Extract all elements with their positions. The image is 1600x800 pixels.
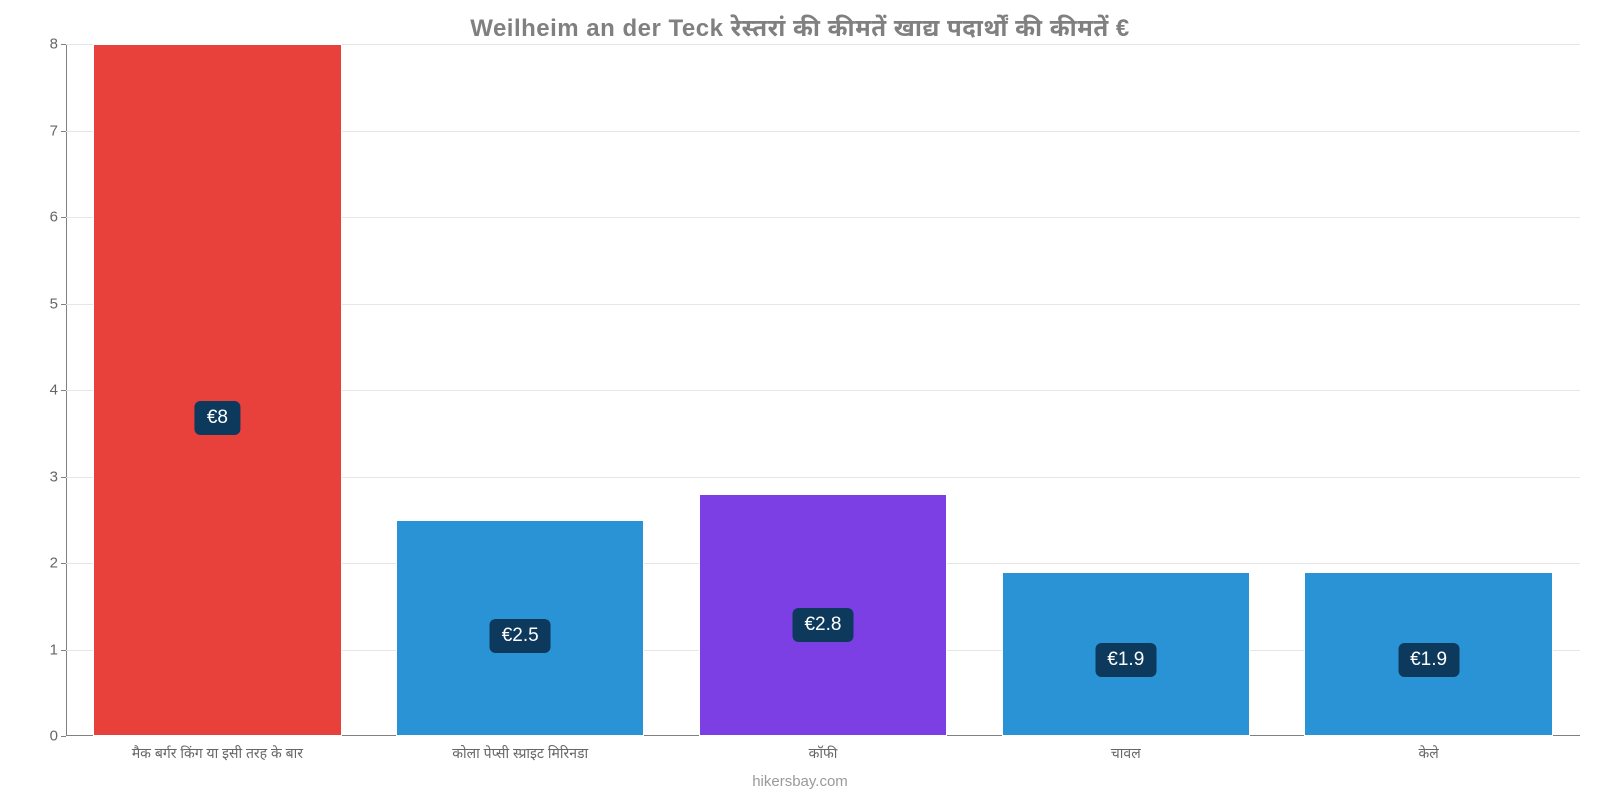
bar-slot: €2.5 (369, 44, 672, 736)
bar-value-label: €2.5 (490, 619, 551, 653)
y-tick-label: 6 (20, 209, 58, 226)
bar-value-label: €2.8 (792, 608, 853, 642)
bar: €1.9 (1002, 572, 1250, 736)
y-tick-label: 4 (20, 382, 58, 399)
y-tick-label: 2 (20, 555, 58, 572)
bar-value-label: €1.9 (1095, 643, 1156, 677)
x-axis-labels: मैक बर्गर किंग या इसी तरह के बारकोला पेप… (66, 745, 1580, 764)
bar-value-label: €8 (195, 401, 240, 435)
chart-title: Weilheim an der Teck रेस्तरां की कीमतें … (0, 0, 1600, 46)
y-tick-label: 8 (20, 36, 58, 53)
bars-container: €8 €2.5 €2.8 €1.9 €1.9 (66, 44, 1580, 736)
y-tick-label: 7 (20, 122, 58, 139)
plot-area: 012345678 €8€2.5€2.8€1.9€1.9 (60, 44, 1580, 736)
y-tick (61, 736, 66, 737)
x-axis-label: कोला पेप्सी स्प्राइट मिरिनडा (369, 745, 672, 764)
x-axis-label: कॉफी (672, 745, 975, 764)
bar-slot: €1.9 (974, 44, 1277, 736)
bar-slot: €2.8 (672, 44, 975, 736)
x-axis-label: मैक बर्गर किंग या इसी तरह के बार (66, 745, 369, 764)
bar-slot: €1.9 (1277, 44, 1580, 736)
y-tick-label: 5 (20, 295, 58, 312)
bar: €1.9 (1304, 572, 1552, 736)
x-axis-label: चावल (974, 745, 1277, 764)
bar: €2.8 (699, 494, 947, 736)
y-tick-label: 0 (20, 728, 58, 745)
bar-value-label: €1.9 (1398, 643, 1459, 677)
y-tick-label: 1 (20, 641, 58, 658)
bar: €8 (93, 44, 341, 736)
x-axis-label: केले (1277, 745, 1580, 764)
attribution: hikersbay.com (0, 773, 1600, 790)
bar-slot: €8 (66, 44, 369, 736)
y-tick-label: 3 (20, 468, 58, 485)
bar: €2.5 (396, 520, 644, 736)
